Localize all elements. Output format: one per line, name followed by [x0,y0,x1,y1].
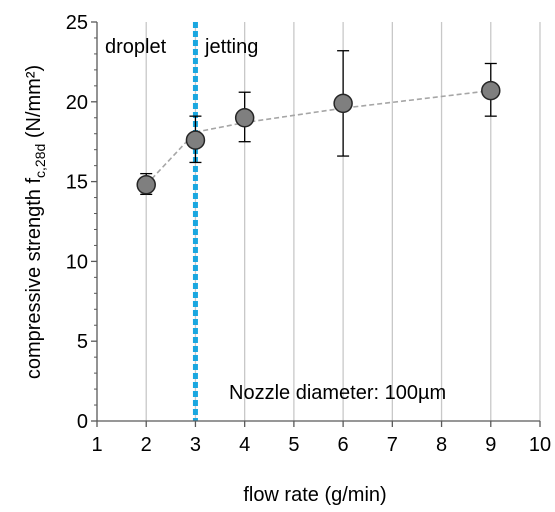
y-tick-label: 25 [66,12,88,34]
y-axis-title: compressive strength fc,28d (N/mm²) [23,65,48,379]
y-axis-title-main: compressive strength f [23,178,45,380]
y-axis-title-unit: (N/mm²) [23,65,45,144]
x-tick-label: 1 [91,434,102,456]
y-tick-label: 15 [66,172,88,194]
x-tick-label: 4 [239,434,250,456]
x-tick-label: 3 [190,434,201,456]
region-label-droplet: droplet [105,36,167,58]
data-point [234,108,255,128]
data-point [136,175,156,195]
x-tick-label: 9 [485,434,496,456]
y-axis-title-subscript: c,28d [32,144,48,178]
x-tick-label: 8 [436,434,447,456]
labels-layer: flow rate (g/min) compressive strength f… [23,36,446,506]
x-tick-label: 7 [387,434,398,456]
data-point [333,93,353,114]
x-axis-title: flow rate (g/min) [243,484,386,506]
y-tick-label: 5 [77,331,88,353]
data-point [481,80,501,101]
data-point [185,130,206,150]
nozzle-annotation: Nozzle diameter: 100µm [229,382,446,404]
x-tick-label: 5 [288,434,299,456]
x-tick-label: 10 [529,434,551,456]
y-tick-label: 10 [66,251,88,273]
y-tick-label: 20 [66,92,88,114]
x-tick-label: 2 [141,434,152,456]
data-markers [136,80,501,195]
y-tick-label: 0 [77,411,88,433]
region-label-jetting: jetting [204,36,258,58]
x-tick-label: 6 [338,434,349,456]
axes: 0 5 10 15 20 25 1 2 3 4 5 6 7 8 9 10 [66,12,551,456]
